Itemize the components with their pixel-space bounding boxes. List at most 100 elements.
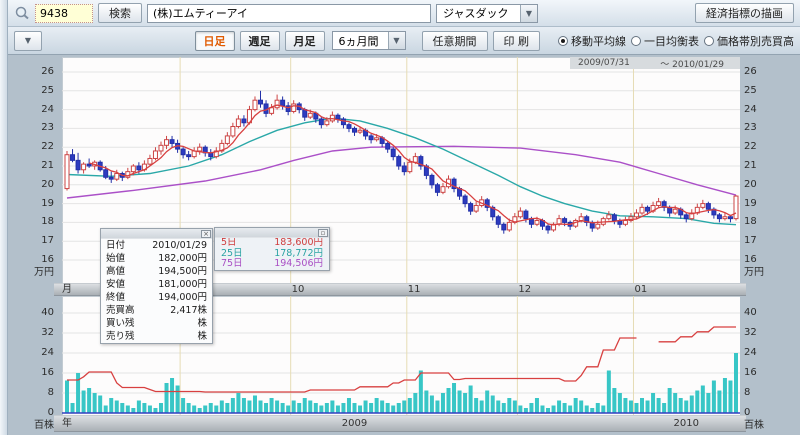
tab-monthly[interactable]: 月足 (284, 30, 325, 51)
volume-bar (728, 380, 733, 413)
candle-up (130, 165, 136, 173)
candle-down (495, 216, 501, 225)
volume-bar (369, 403, 374, 413)
chevron-down-icon[interactable]: ▼ (387, 32, 405, 49)
volume-bar (335, 405, 340, 413)
candle-up (534, 220, 540, 225)
tab-weekly[interactable]: 週足 (239, 30, 280, 51)
volume-bar (656, 398, 661, 413)
period-select[interactable]: 6ヵ月間 ▼ (331, 31, 406, 50)
candle-down (186, 154, 192, 158)
volume-bar (197, 408, 202, 413)
axis-tick-label: 18 (41, 216, 54, 228)
volume-bar (170, 378, 175, 413)
tooltip-value: 株 (197, 318, 207, 329)
axis-tick-label: 25 (744, 84, 757, 96)
volume-bar (269, 398, 274, 413)
candle-up (158, 144, 164, 152)
tooltip-value: 194,000円 (158, 292, 207, 303)
print-button[interactable]: 印 刷 (492, 30, 540, 51)
toolbar-top: 検索 ジャスダック ▼ 経済指標の描画 (0, 0, 800, 27)
search-button[interactable]: 検索 (98, 3, 142, 23)
chart-line (88, 104, 737, 226)
axis-tick-label: 19 (744, 197, 757, 209)
legend-titlebar[interactable]: ▫ (215, 228, 329, 238)
chart-line (67, 337, 637, 393)
candle-down (318, 118, 324, 126)
tooltip-titlebar[interactable]: × (101, 229, 212, 239)
year-axis: 年 2009 2010 (54, 415, 746, 432)
candle-down (385, 142, 391, 150)
tooltip-label: 終値 (106, 292, 126, 303)
market-select[interactable]: ジャスダック ▼ (436, 3, 538, 23)
volume-bar (584, 405, 589, 413)
candle-up (357, 129, 363, 133)
candle-down (86, 163, 92, 167)
volume-bar (485, 390, 490, 413)
candle-up (219, 142, 225, 152)
stock-code-input[interactable] (35, 3, 93, 23)
candle-down (335, 114, 341, 120)
tab-daily[interactable]: 日足 (194, 30, 235, 51)
tooltip-label: 買い残 (106, 318, 135, 329)
chevron-down-icon[interactable]: ▼ (520, 4, 537, 22)
candle-down (545, 225, 551, 231)
volume-bar (302, 398, 307, 413)
candle-up (81, 163, 87, 171)
volume-bar (114, 400, 119, 413)
candle-down (258, 99, 264, 105)
radio-selected-icon (558, 35, 568, 46)
volume-bar (628, 400, 633, 413)
tooltip-value: 194,500円 (158, 266, 207, 277)
candle-down (75, 159, 81, 171)
radio-volume-by-price[interactable]: 価格帯別売買高 (704, 33, 794, 49)
volume-bar (81, 390, 86, 413)
volume-bar (109, 398, 114, 413)
candle-down (484, 199, 490, 208)
radio-ichimoku[interactable]: 一目均衡表 (631, 33, 699, 49)
volume-bar (164, 383, 169, 413)
volume-bar (573, 398, 578, 413)
volume-bar (136, 400, 141, 413)
volume-bar (358, 405, 363, 413)
candle-up (606, 214, 612, 220)
candle-down (346, 124, 352, 129)
volume-bar (308, 400, 313, 413)
volume-bar (617, 393, 622, 413)
volume-bar (717, 390, 722, 413)
candle-down (285, 105, 291, 112)
candle-down (562, 218, 568, 223)
tooltip-label: 売買高 (106, 305, 135, 316)
volume-bar (291, 400, 296, 413)
ma-legend[interactable]: ▫ 5日 183,600円 25日 178,772円 75日 194,506円 (214, 227, 330, 271)
axis-tick-label: 百株 (744, 420, 764, 431)
left-panel-edge[interactable] (0, 0, 8, 435)
ohlc-tooltip[interactable]: × 日付 2010/01/29 始値 182,000円 高値 194,500円 安値 1… (100, 228, 213, 344)
radio-moving-average[interactable]: 移動平均線 (558, 33, 626, 49)
candle-down (683, 214, 689, 220)
custom-period-button[interactable]: 任意期間 (421, 30, 488, 51)
close-icon[interactable]: × (201, 230, 211, 238)
candle-down (462, 195, 468, 205)
axis-tick-label: 22 (744, 141, 757, 153)
volume-bar (490, 395, 495, 413)
chart-line (658, 326, 736, 343)
candle-up (291, 103, 297, 112)
date-from: 2009/07/31 (578, 58, 630, 68)
volume-bar (678, 398, 683, 413)
minimize-icon[interactable]: ▫ (318, 229, 328, 237)
volume-bar (457, 390, 462, 413)
collapse-button[interactable]: ▼ (14, 30, 42, 51)
draw-indicator-button[interactable]: 経済指標の描画 (695, 3, 794, 23)
candle-up (235, 118, 241, 128)
candle-up (147, 157, 153, 165)
date-to: 2010/01/29 (672, 59, 724, 70)
stock-name-input[interactable] (147, 3, 431, 23)
volume-bar (590, 408, 595, 413)
axis-tick-label: 18 (744, 216, 757, 228)
candle-down (390, 148, 396, 158)
volume-bar (452, 383, 457, 413)
axis-tick-label: 21 (41, 160, 54, 171)
axis-tick-label: 24 (744, 103, 757, 115)
